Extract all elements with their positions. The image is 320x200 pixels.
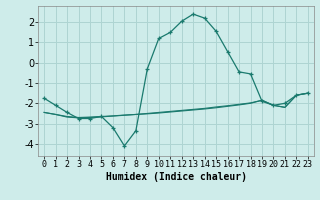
X-axis label: Humidex (Indice chaleur): Humidex (Indice chaleur) [106,172,246,182]
